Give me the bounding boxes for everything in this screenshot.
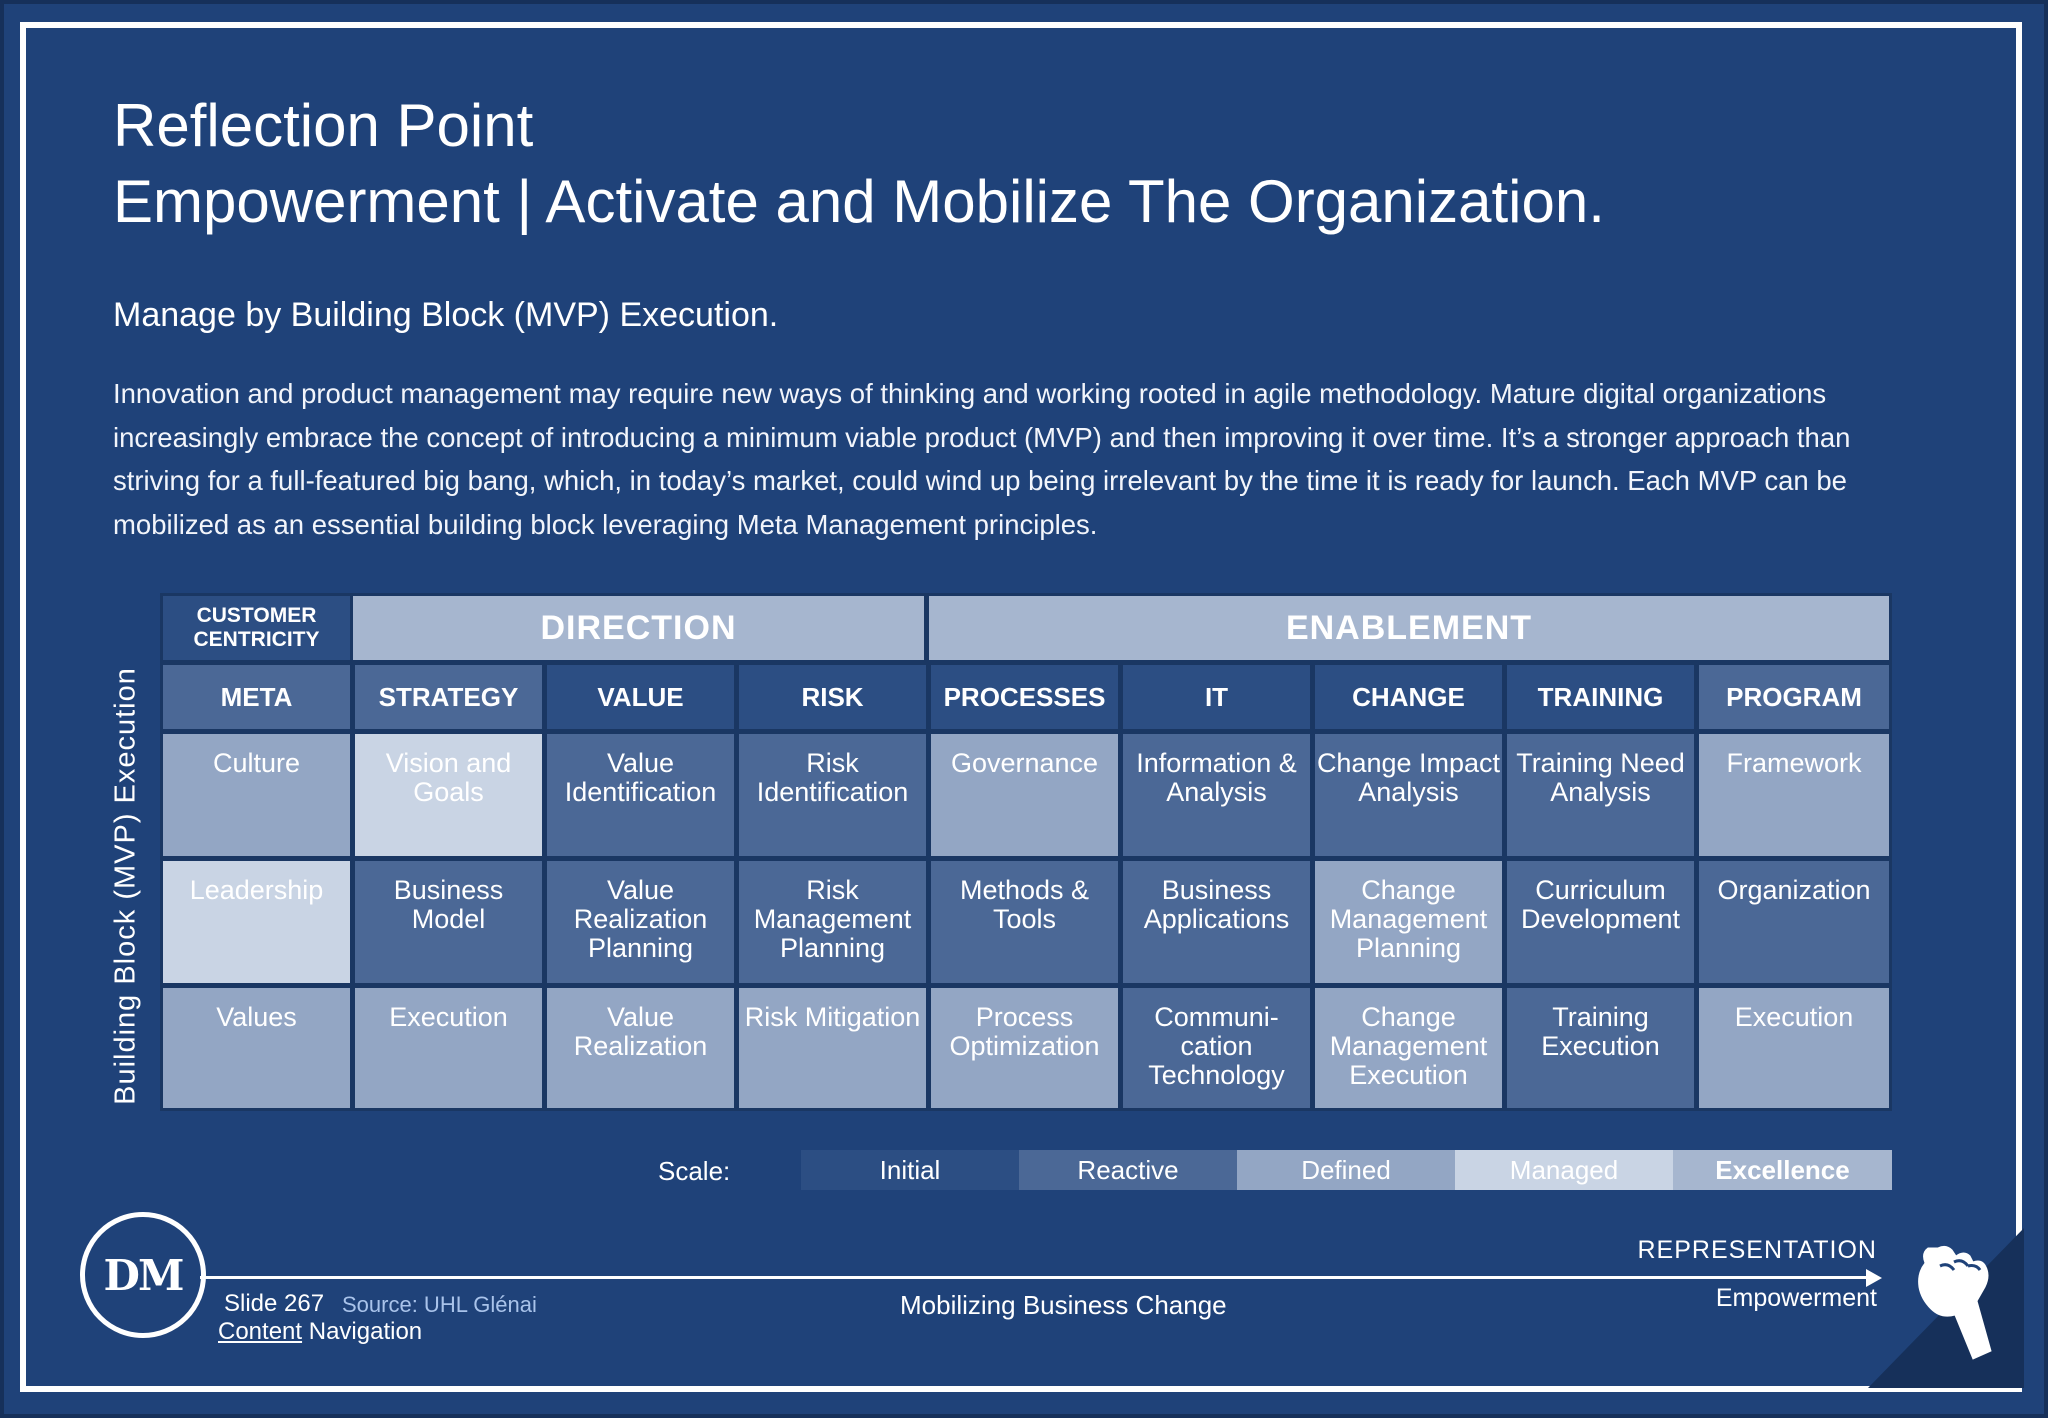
column-header-risk: RISK <box>739 665 926 729</box>
matrix-cell: Values <box>163 988 350 1108</box>
matrix-cell: Risk Management Planning <box>739 861 926 983</box>
column-header-value: VALUE <box>547 665 734 729</box>
matrix-cell: Value Realization Planning <box>547 861 734 983</box>
footer-arrow-icon <box>1866 1269 1882 1287</box>
title-line-1: Reflection Point <box>113 92 534 159</box>
building-block-matrix: CUSTOMER CENTRICITY DIRECTION ENABLEMENT… <box>160 593 1892 1111</box>
matrix-side-label: Building Block (MVP) Execution <box>109 667 142 1105</box>
matrix-cell: Execution <box>355 988 542 1108</box>
matrix-cell: Execution <box>1699 988 1889 1108</box>
content-link[interactable]: Content <box>218 1318 303 1345</box>
matrix-cell: Risk Identification <box>739 734 926 856</box>
customer-centricity-header: CUSTOMER CENTRICITY <box>163 596 350 660</box>
matrix-cell: Communi-cation Technology <box>1123 988 1310 1108</box>
column-header-program: PROGRAM <box>1699 665 1889 729</box>
matrix-cell: Risk Mitigation <box>739 988 926 1108</box>
footer-center-title: Mobilizing Business Change <box>900 1290 1227 1320</box>
scale-reactive: Reactive <box>1019 1150 1237 1190</box>
matrix-cell: Information & Analysis <box>1123 734 1310 856</box>
matrix-cell: Framework <box>1699 734 1889 856</box>
matrix-cell: Change Management Planning <box>1315 861 1502 983</box>
raised-fist-icon <box>1868 1228 2024 1388</box>
matrix-cell: Curriculum Development <box>1507 861 1694 983</box>
slide-number: Slide 267 <box>224 1290 325 1317</box>
matrix-cell: Governance <box>931 734 1118 856</box>
navigation-label: Navigation <box>302 1318 423 1345</box>
column-header-processes: PROCESSES <box>931 665 1118 729</box>
slide-frame <box>20 22 2022 1392</box>
column-header-meta: META <box>163 665 350 729</box>
matrix-cell: Business Model <box>355 861 542 983</box>
scale-defined: Defined <box>1237 1150 1455 1190</box>
scale-managed: Managed <box>1455 1150 1673 1190</box>
matrix-cell: Process Optimization <box>931 988 1118 1108</box>
matrix-cell: Value Identification <box>547 734 734 856</box>
column-header-change: CHANGE <box>1315 665 1502 729</box>
scale-label: Scale: <box>658 1156 731 1186</box>
footer-divider-line <box>200 1276 1870 1279</box>
intro-paragraph: Innovation and product management may re… <box>113 378 1851 540</box>
fist-lines <box>1939 1259 1982 1271</box>
column-header-strategy: STRATEGY <box>355 665 542 729</box>
column-header-it: IT <box>1123 665 1310 729</box>
scale-initial: Initial <box>801 1150 1019 1190</box>
representation-label: REPRESENTATION <box>1637 1236 1877 1264</box>
content-navigation: Content Navigation <box>218 1318 422 1346</box>
matrix-cell: Change Impact Analysis <box>1315 734 1502 856</box>
matrix-cell: Methods & Tools <box>931 861 1118 983</box>
dm-logo[interactable]: DM <box>80 1212 206 1338</box>
empowerment-label: Empowerment <box>1715 1284 1877 1312</box>
matrix-cell: Business Applications <box>1123 861 1310 983</box>
matrix-cell: Change Management Execution <box>1315 988 1502 1108</box>
matrix-cell: Culture <box>163 734 350 856</box>
matrix-cell: Organization <box>1699 861 1889 983</box>
matrix-cell: Leadership <box>163 861 350 983</box>
direction-group-header: DIRECTION <box>353 596 924 660</box>
section-subtitle: Manage by Building Block (MVP) Execution… <box>113 296 779 334</box>
scale-excellence: Excellence <box>1673 1150 1892 1190</box>
source-credit: Source: UHL Glénai <box>342 1292 537 1317</box>
fist-shape <box>1918 1245 1992 1360</box>
matrix-cell: Vision and Goals <box>355 734 542 856</box>
page-title: Reflection Point Empowerment | Activate … <box>113 88 1605 240</box>
column-header-training: TRAINING <box>1507 665 1694 729</box>
matrix-cell: Value Realization <box>547 988 734 1108</box>
matrix-cell: Training Need Analysis <box>1507 734 1694 856</box>
enablement-group-header: ENABLEMENT <box>929 596 1889 660</box>
matrix-cell: Training Execution <box>1507 988 1694 1108</box>
title-line-2: Empowerment | Activate and Mobilize The … <box>113 168 1605 235</box>
